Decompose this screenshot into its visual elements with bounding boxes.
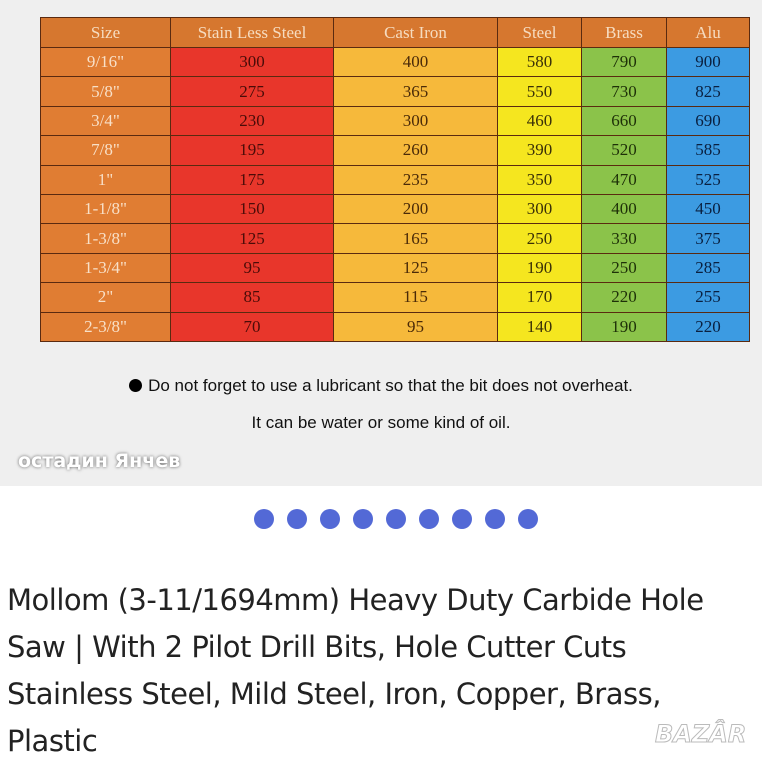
speed-cell: 250 <box>581 252 667 284</box>
speed-cell: 220 <box>581 282 667 313</box>
carousel-dot[interactable] <box>518 509 538 529</box>
column-header: Steel <box>497 17 582 48</box>
speed-cell: 300 <box>333 105 498 137</box>
speed-cell: 275 <box>170 76 334 107</box>
seller-name[interactable]: остадин Янчев <box>18 450 181 472</box>
size-cell: 7/8" <box>40 135 171 166</box>
size-cell: 1-3/4" <box>40 252 171 284</box>
speed-table: Size Stain Less Steel Cast Iron Steel Brass A… <box>40 17 750 342</box>
bazar-watermark-logo: BAZÂR <box>654 720 747 749</box>
size-cell: 2" <box>40 282 171 313</box>
size-cell: 1-1/8" <box>40 193 171 225</box>
speed-cell: 250 <box>497 223 582 254</box>
table-row: 5/8" 275 365 550 730 825 <box>40 76 750 107</box>
speed-cell: 150 <box>170 193 334 225</box>
speed-cell: 460 <box>497 105 582 137</box>
speed-cell: 175 <box>170 164 334 195</box>
product-image[interactable]: Size Stain Less Steel Cast Iron Steel Brass A… <box>0 0 762 486</box>
carousel-dot[interactable] <box>287 509 307 529</box>
carousel-dot[interactable] <box>254 509 274 529</box>
speed-cell: 450 <box>666 193 750 225</box>
speed-cell: 300 <box>170 46 334 78</box>
table-row: 1-1/8" 150 200 300 400 450 <box>40 193 750 225</box>
column-header: Cast Iron <box>333 17 498 48</box>
carousel-indicators[interactable] <box>254 509 538 529</box>
speed-cell: 200 <box>333 193 498 225</box>
speed-cell: 400 <box>333 46 498 78</box>
size-cell: 9/16" <box>40 46 171 78</box>
table-row: 1-3/4" 95 125 190 250 285 <box>40 252 750 284</box>
speed-cell: 125 <box>170 223 334 254</box>
carousel-dot[interactable] <box>485 509 505 529</box>
column-header: Size <box>40 17 171 48</box>
size-cell: 1" <box>40 164 171 195</box>
speed-cell: 95 <box>333 311 498 342</box>
speed-cell: 825 <box>666 76 750 107</box>
note-line-2: It can be water or some kind of oil. <box>251 413 511 432</box>
speed-cell: 230 <box>170 105 334 137</box>
speed-cell: 520 <box>581 135 667 166</box>
speed-cell: 350 <box>497 164 582 195</box>
carousel-dot[interactable] <box>452 509 472 529</box>
column-header: Stain Less Steel <box>170 17 334 48</box>
speed-cell: 900 <box>666 46 750 78</box>
carousel-dot[interactable] <box>386 509 406 529</box>
column-header: Brass <box>581 17 667 48</box>
speed-cell: 470 <box>581 164 667 195</box>
speed-cell: 140 <box>497 311 582 342</box>
speed-cell: 285 <box>666 252 750 284</box>
speed-cell: 525 <box>666 164 750 195</box>
speed-cell: 330 <box>581 223 667 254</box>
speed-cell: 235 <box>333 164 498 195</box>
speed-cell: 585 <box>666 135 750 166</box>
table-row: 1-3/8" 125 165 250 330 375 <box>40 223 750 254</box>
speed-cell: 690 <box>666 105 750 137</box>
speed-cell: 790 <box>581 46 667 78</box>
speed-cell: 165 <box>333 223 498 254</box>
speed-cell: 580 <box>497 46 582 78</box>
carousel-dot[interactable] <box>419 509 439 529</box>
speed-cell: 115 <box>333 282 498 313</box>
carousel-dot[interactable] <box>353 509 373 529</box>
table-row: 3/4" 230 300 460 660 690 <box>40 105 750 137</box>
speed-cell: 70 <box>170 311 334 342</box>
table-row: 1" 175 235 350 470 525 <box>40 164 750 195</box>
size-cell: 1-3/8" <box>40 223 171 254</box>
size-cell: 3/4" <box>40 105 171 137</box>
carousel-dot[interactable] <box>320 509 340 529</box>
speed-cell: 390 <box>497 135 582 166</box>
speed-cell: 170 <box>497 282 582 313</box>
size-cell: 5/8" <box>40 76 171 107</box>
speed-cell: 550 <box>497 76 582 107</box>
speed-cell: 400 <box>581 193 667 225</box>
speed-cell: 190 <box>581 311 667 342</box>
speed-cell: 125 <box>333 252 498 284</box>
size-cell: 2-3/8" <box>40 311 171 342</box>
table-row: 2-3/8" 70 95 140 190 220 <box>40 311 750 342</box>
column-header: Alu <box>666 17 750 48</box>
speed-cell: 95 <box>170 252 334 284</box>
speed-cell: 190 <box>497 252 582 284</box>
speed-cell: 365 <box>333 76 498 107</box>
speed-cell: 85 <box>170 282 334 313</box>
speed-cell: 220 <box>666 311 750 342</box>
note-text: Do not forget to use a lubricant so that… <box>148 376 633 395</box>
table-row: 7/8" 195 260 390 520 585 <box>40 135 750 166</box>
speed-cell: 730 <box>581 76 667 107</box>
speed-cell: 260 <box>333 135 498 166</box>
speed-cell: 300 <box>497 193 582 225</box>
note-line-1: Do not forget to use a lubricant so that… <box>0 376 762 396</box>
speed-cell: 375 <box>666 223 750 254</box>
speed-cell: 660 <box>581 105 667 137</box>
product-title: Mollom (3-11/1694mm) Heavy Duty Carbide … <box>7 583 704 758</box>
speed-cell: 195 <box>170 135 334 166</box>
bullet-icon <box>129 379 143 392</box>
speed-cell: 255 <box>666 282 750 313</box>
table-row: 9/16" 300 400 580 790 900 <box>40 46 750 78</box>
table-row: 2" 85 115 170 220 255 <box>40 282 750 313</box>
